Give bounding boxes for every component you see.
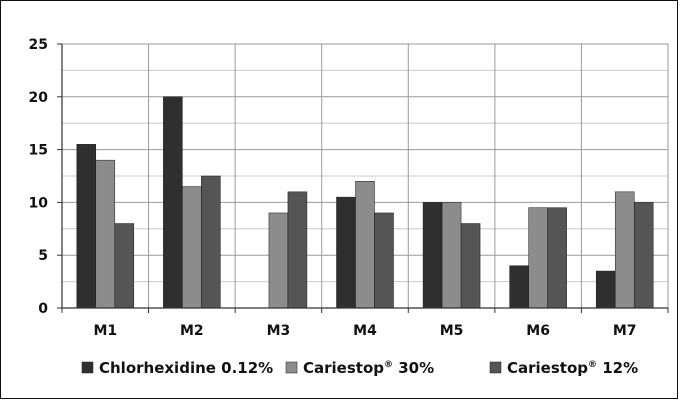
y-tick-label: 15 <box>29 143 48 159</box>
legend: Chlorhexidine 0.12% Cariestop® 30% Cariest… <box>81 359 638 377</box>
bar-m5-series-1 <box>422 202 443 309</box>
bar-m2-series-2 <box>182 186 202 309</box>
bar-m3-series-3 <box>287 191 308 309</box>
legend-swatch <box>81 361 94 374</box>
legend-label: Cariestop® 30% <box>303 359 434 377</box>
bar-m1-series-2 <box>95 159 116 309</box>
x-tick-label-m6: M6 <box>526 323 550 339</box>
bar-m4-series-3 <box>374 212 394 309</box>
legend-item-3: Cariestop® 12% <box>489 359 638 377</box>
bar-m1-series-3 <box>114 223 135 309</box>
legend-item-2: Cariestop® 30% <box>285 359 434 377</box>
y-tick-label: 10 <box>29 195 49 211</box>
y-tick-labels: 0 5 10 15 20 25 <box>29 37 49 317</box>
legend-label: Chlorhexidine 0.12% <box>99 359 273 377</box>
legend-swatch <box>285 361 298 374</box>
y-tick-label: 5 <box>38 248 48 264</box>
x-tick-label-m4: M4 <box>353 323 377 339</box>
bar-m6-series-1 <box>509 265 529 309</box>
bar-m3-series-2 <box>268 212 289 309</box>
bar-m7-series-1 <box>595 270 616 309</box>
axes <box>57 43 669 313</box>
legend-item-1: Chlorhexidine 0.12% <box>81 359 273 377</box>
x-tick-label-m5: M5 <box>440 323 464 339</box>
bar-m2-series-3 <box>201 175 221 309</box>
x-tick-label-m1: M1 <box>93 323 117 339</box>
y-tick-label: 20 <box>29 90 49 106</box>
bar-m5-series-2 <box>441 202 462 309</box>
y-tick-label: 0 <box>38 301 48 317</box>
gridlines <box>62 43 669 308</box>
legend-label: Cariestop® 12% <box>507 359 638 377</box>
x-tick-labels: M1 M2 M3 M4 M5 M6 M7 <box>93 323 636 339</box>
bars <box>76 96 654 309</box>
legend-swatch <box>489 361 502 374</box>
bar-m4-series-1 <box>336 196 356 309</box>
bar-m1-series-1 <box>76 144 97 309</box>
bar-m4-series-2 <box>355 181 375 309</box>
bar-m6-series-2 <box>528 207 548 309</box>
x-tick-label-m3: M3 <box>267 323 291 339</box>
bar-m5-series-3 <box>460 223 481 309</box>
bar-m7-series-3 <box>633 202 654 309</box>
bar-m6-series-3 <box>547 207 567 309</box>
x-tick-label-m2: M2 <box>180 323 204 339</box>
bar-m7-series-2 <box>614 191 635 309</box>
bar-m2-series-1 <box>163 96 183 309</box>
y-tick-label: 25 <box>29 37 48 53</box>
x-tick-label-m7: M7 <box>613 323 637 339</box>
